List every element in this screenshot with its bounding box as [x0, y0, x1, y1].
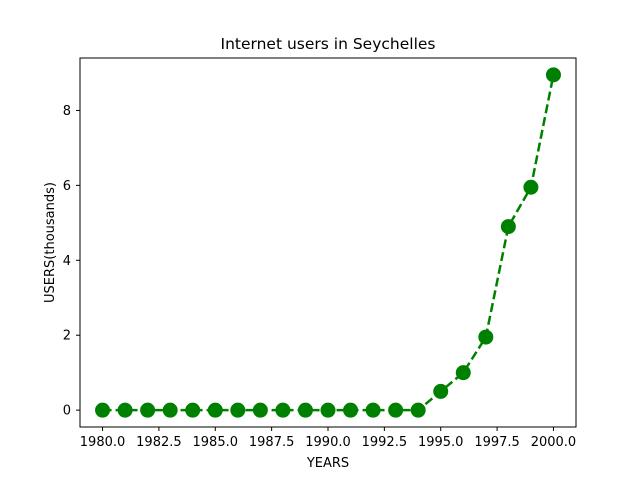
data-point: [410, 402, 426, 418]
y-tick-label: 8: [63, 104, 71, 119]
y-axis-label: USERS(thousands): [43, 182, 58, 303]
plot-frame: [79, 57, 577, 428]
plot-area: [80, 58, 576, 427]
data-point: [230, 402, 246, 418]
x-tick-label: 1980.0: [80, 435, 126, 450]
data-point: [140, 402, 156, 418]
x-axis-ticks: 1980.0 1982.5 1985.0 1987.5 1990.0 1992.5 1995…: [80, 427, 576, 450]
y-tick-label: 2: [63, 329, 71, 344]
data-point: [455, 365, 471, 381]
data-point: [117, 402, 133, 418]
x-tick-label: 1990.0: [305, 435, 351, 450]
data-point: [207, 402, 223, 418]
y-tick-label: 4: [63, 254, 71, 269]
data-point: [523, 179, 539, 195]
data-point: [252, 402, 268, 418]
data-point: [388, 402, 404, 418]
y-axis-ticks: 0 2 4 6 8: [63, 104, 80, 419]
x-tick-label: 1992.5: [362, 435, 408, 450]
data-point: [365, 402, 381, 418]
data-point: [433, 383, 449, 399]
series-layer: [95, 67, 561, 418]
data-point: [545, 67, 561, 83]
x-tick-label: 1982.5: [136, 435, 182, 450]
data-point: [185, 402, 201, 418]
data-point: [500, 219, 516, 235]
x-axis-label: YEARS: [306, 456, 349, 471]
chart-title: Internet users in Seychelles: [221, 35, 436, 53]
x-tick-label: 1987.5: [249, 435, 295, 450]
x-tick-label: 1985.0: [193, 435, 239, 450]
data-point: [478, 329, 494, 345]
x-tick-label: 1995.0: [418, 435, 464, 450]
y-tick-label: 6: [63, 179, 71, 194]
data-point: [275, 402, 291, 418]
y-tick-label: 0: [63, 404, 71, 419]
data-point: [95, 402, 111, 418]
data-point: [343, 402, 359, 418]
x-tick-label: 2000.0: [531, 435, 577, 450]
data-point: [297, 402, 313, 418]
data-point: [320, 402, 336, 418]
x-tick-label: 1997.5: [474, 435, 520, 450]
data-point: [162, 402, 178, 418]
